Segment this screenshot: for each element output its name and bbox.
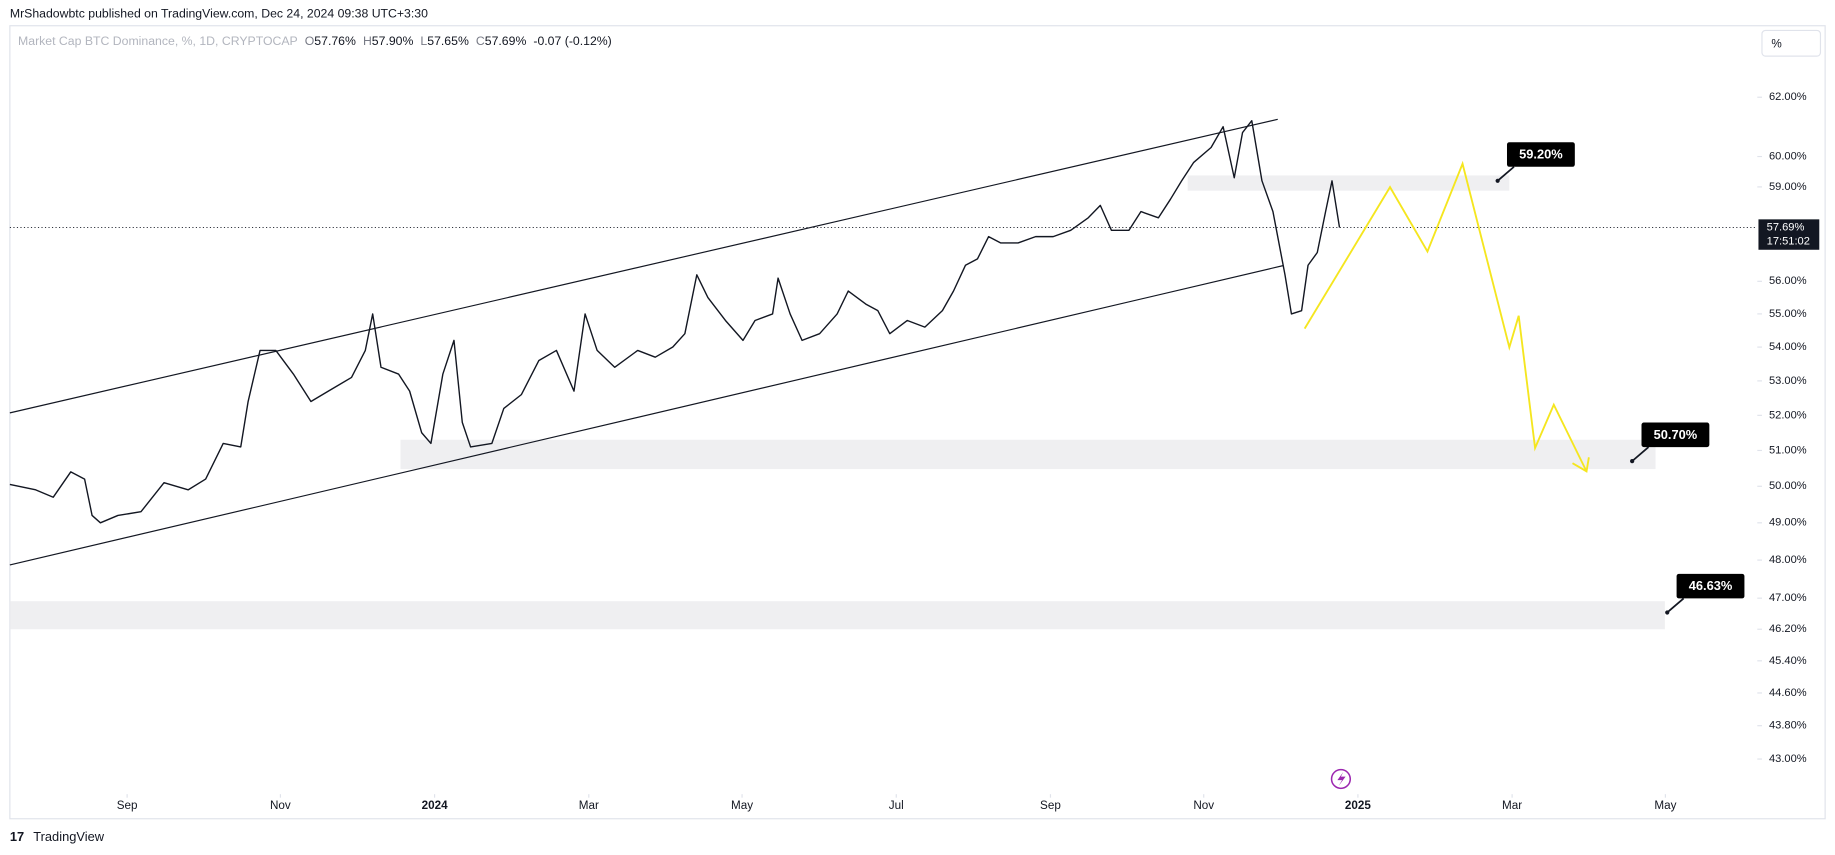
- footer-brand: TradingView: [33, 829, 104, 844]
- y-tick-label: 47.00%: [1769, 592, 1807, 604]
- footer: 17 TradingView: [10, 829, 105, 844]
- y-tick-label: 55.00%: [1769, 308, 1807, 320]
- x-tick-label: Sep: [117, 799, 138, 812]
- ohlc-value: 57.76%: [314, 34, 356, 48]
- symbol-legend: Market Cap BTC Dominance, %, 1D, CRYPTOC…: [18, 34, 612, 48]
- x-tick-label: Sep: [1040, 799, 1061, 812]
- ohlc-label: O: [305, 34, 315, 48]
- y-tick-label: 48.00%: [1769, 554, 1807, 566]
- symbol-name: Market Cap BTC Dominance, %, 1D, CRYPTOC…: [18, 34, 298, 48]
- projection-path: [1303, 160, 1588, 472]
- published-note: MrShadowbtc published on TradingView.com…: [10, 6, 428, 20]
- ohlc-value: 57.65%: [427, 34, 469, 48]
- callout-anchor: [1630, 459, 1635, 464]
- y-tick-label: 45.40%: [1769, 655, 1807, 667]
- scale-button[interactable]: %: [1761, 29, 1822, 57]
- lightning-icon: [1330, 768, 1352, 790]
- y-tick-label: 43.80%: [1769, 720, 1807, 732]
- plot: [9, 120, 1755, 524]
- ohlc-label: H: [363, 34, 372, 48]
- callout-anchor: [1665, 610, 1670, 615]
- footer-logo: 17: [10, 829, 24, 844]
- channel-lower: [9, 264, 1284, 566]
- x-tick-label: Mar: [1502, 799, 1522, 812]
- x-tick-label: 2025: [1345, 799, 1372, 812]
- channel-upper: [9, 118, 1278, 414]
- callout-box: [1676, 573, 1745, 599]
- y-tick-label: 59.00%: [1769, 181, 1807, 193]
- x-tick-label: May: [1654, 799, 1676, 812]
- support-zone: [400, 439, 1656, 470]
- icon-circle: [1330, 768, 1352, 790]
- y-tick-label: 50.00%: [1769, 480, 1807, 492]
- chart-frame: [9, 25, 1826, 820]
- y-tick-label: 60.00%: [1769, 150, 1807, 162]
- y-tick-label: 46.20%: [1769, 623, 1807, 635]
- ohlc-value: 57.69%: [485, 34, 527, 48]
- y-tick-label: 53.00%: [1769, 375, 1807, 387]
- x-tick-label: 2024: [422, 799, 449, 812]
- y-tick-label: 52.00%: [1769, 409, 1807, 421]
- y-tick-label: 43.00%: [1769, 753, 1807, 765]
- callout-label: 59.20%: [1519, 146, 1563, 161]
- projection-arrowhead: [1572, 457, 1590, 473]
- last-price-box: [1758, 219, 1820, 250]
- callout-pointer: [1631, 446, 1650, 462]
- y-tick-label: 54.00%: [1769, 341, 1807, 353]
- scale-button-label[interactable]: %: [1771, 38, 1781, 51]
- callout-label: 46.63%: [1689, 578, 1733, 593]
- x-tick-label: May: [731, 799, 753, 812]
- callout-pointer: [1497, 166, 1515, 182]
- last-price-label: 57.69%: [1767, 221, 1805, 233]
- icon-bolt: [1337, 771, 1346, 786]
- callout-label: 50.70%: [1654, 427, 1698, 442]
- y-tick-label: 51.00%: [1769, 444, 1807, 456]
- zones: [9, 175, 1665, 630]
- countdown: 17:51:02: [1767, 236, 1810, 248]
- y-tick-label: 44.60%: [1769, 687, 1807, 699]
- resistance-zone: [1187, 175, 1510, 191]
- scale-button-frame[interactable]: [1761, 29, 1822, 57]
- ohlc-label: C: [476, 34, 485, 48]
- change: -0.07 (-0.12%): [533, 34, 611, 48]
- x-tick-label: Mar: [579, 799, 599, 812]
- callout-anchor: [1495, 178, 1500, 183]
- price-line: [9, 120, 1341, 524]
- y-tick-label: 62.00%: [1769, 91, 1807, 103]
- lower-zone: [9, 601, 1665, 630]
- callout-box: [1641, 422, 1710, 448]
- ohlc-label: L: [420, 34, 427, 48]
- y-tick-label: 56.00%: [1769, 275, 1807, 287]
- callout-pointer: [1666, 597, 1685, 614]
- x-tick-label: Nov: [1193, 799, 1214, 812]
- ohlc-value: 57.90%: [372, 34, 414, 48]
- callout-box: [1506, 142, 1575, 167]
- x-tick-label: Nov: [270, 799, 291, 812]
- y-tick-label: 49.00%: [1769, 517, 1807, 529]
- x-tick-label: Jul: [889, 799, 904, 812]
